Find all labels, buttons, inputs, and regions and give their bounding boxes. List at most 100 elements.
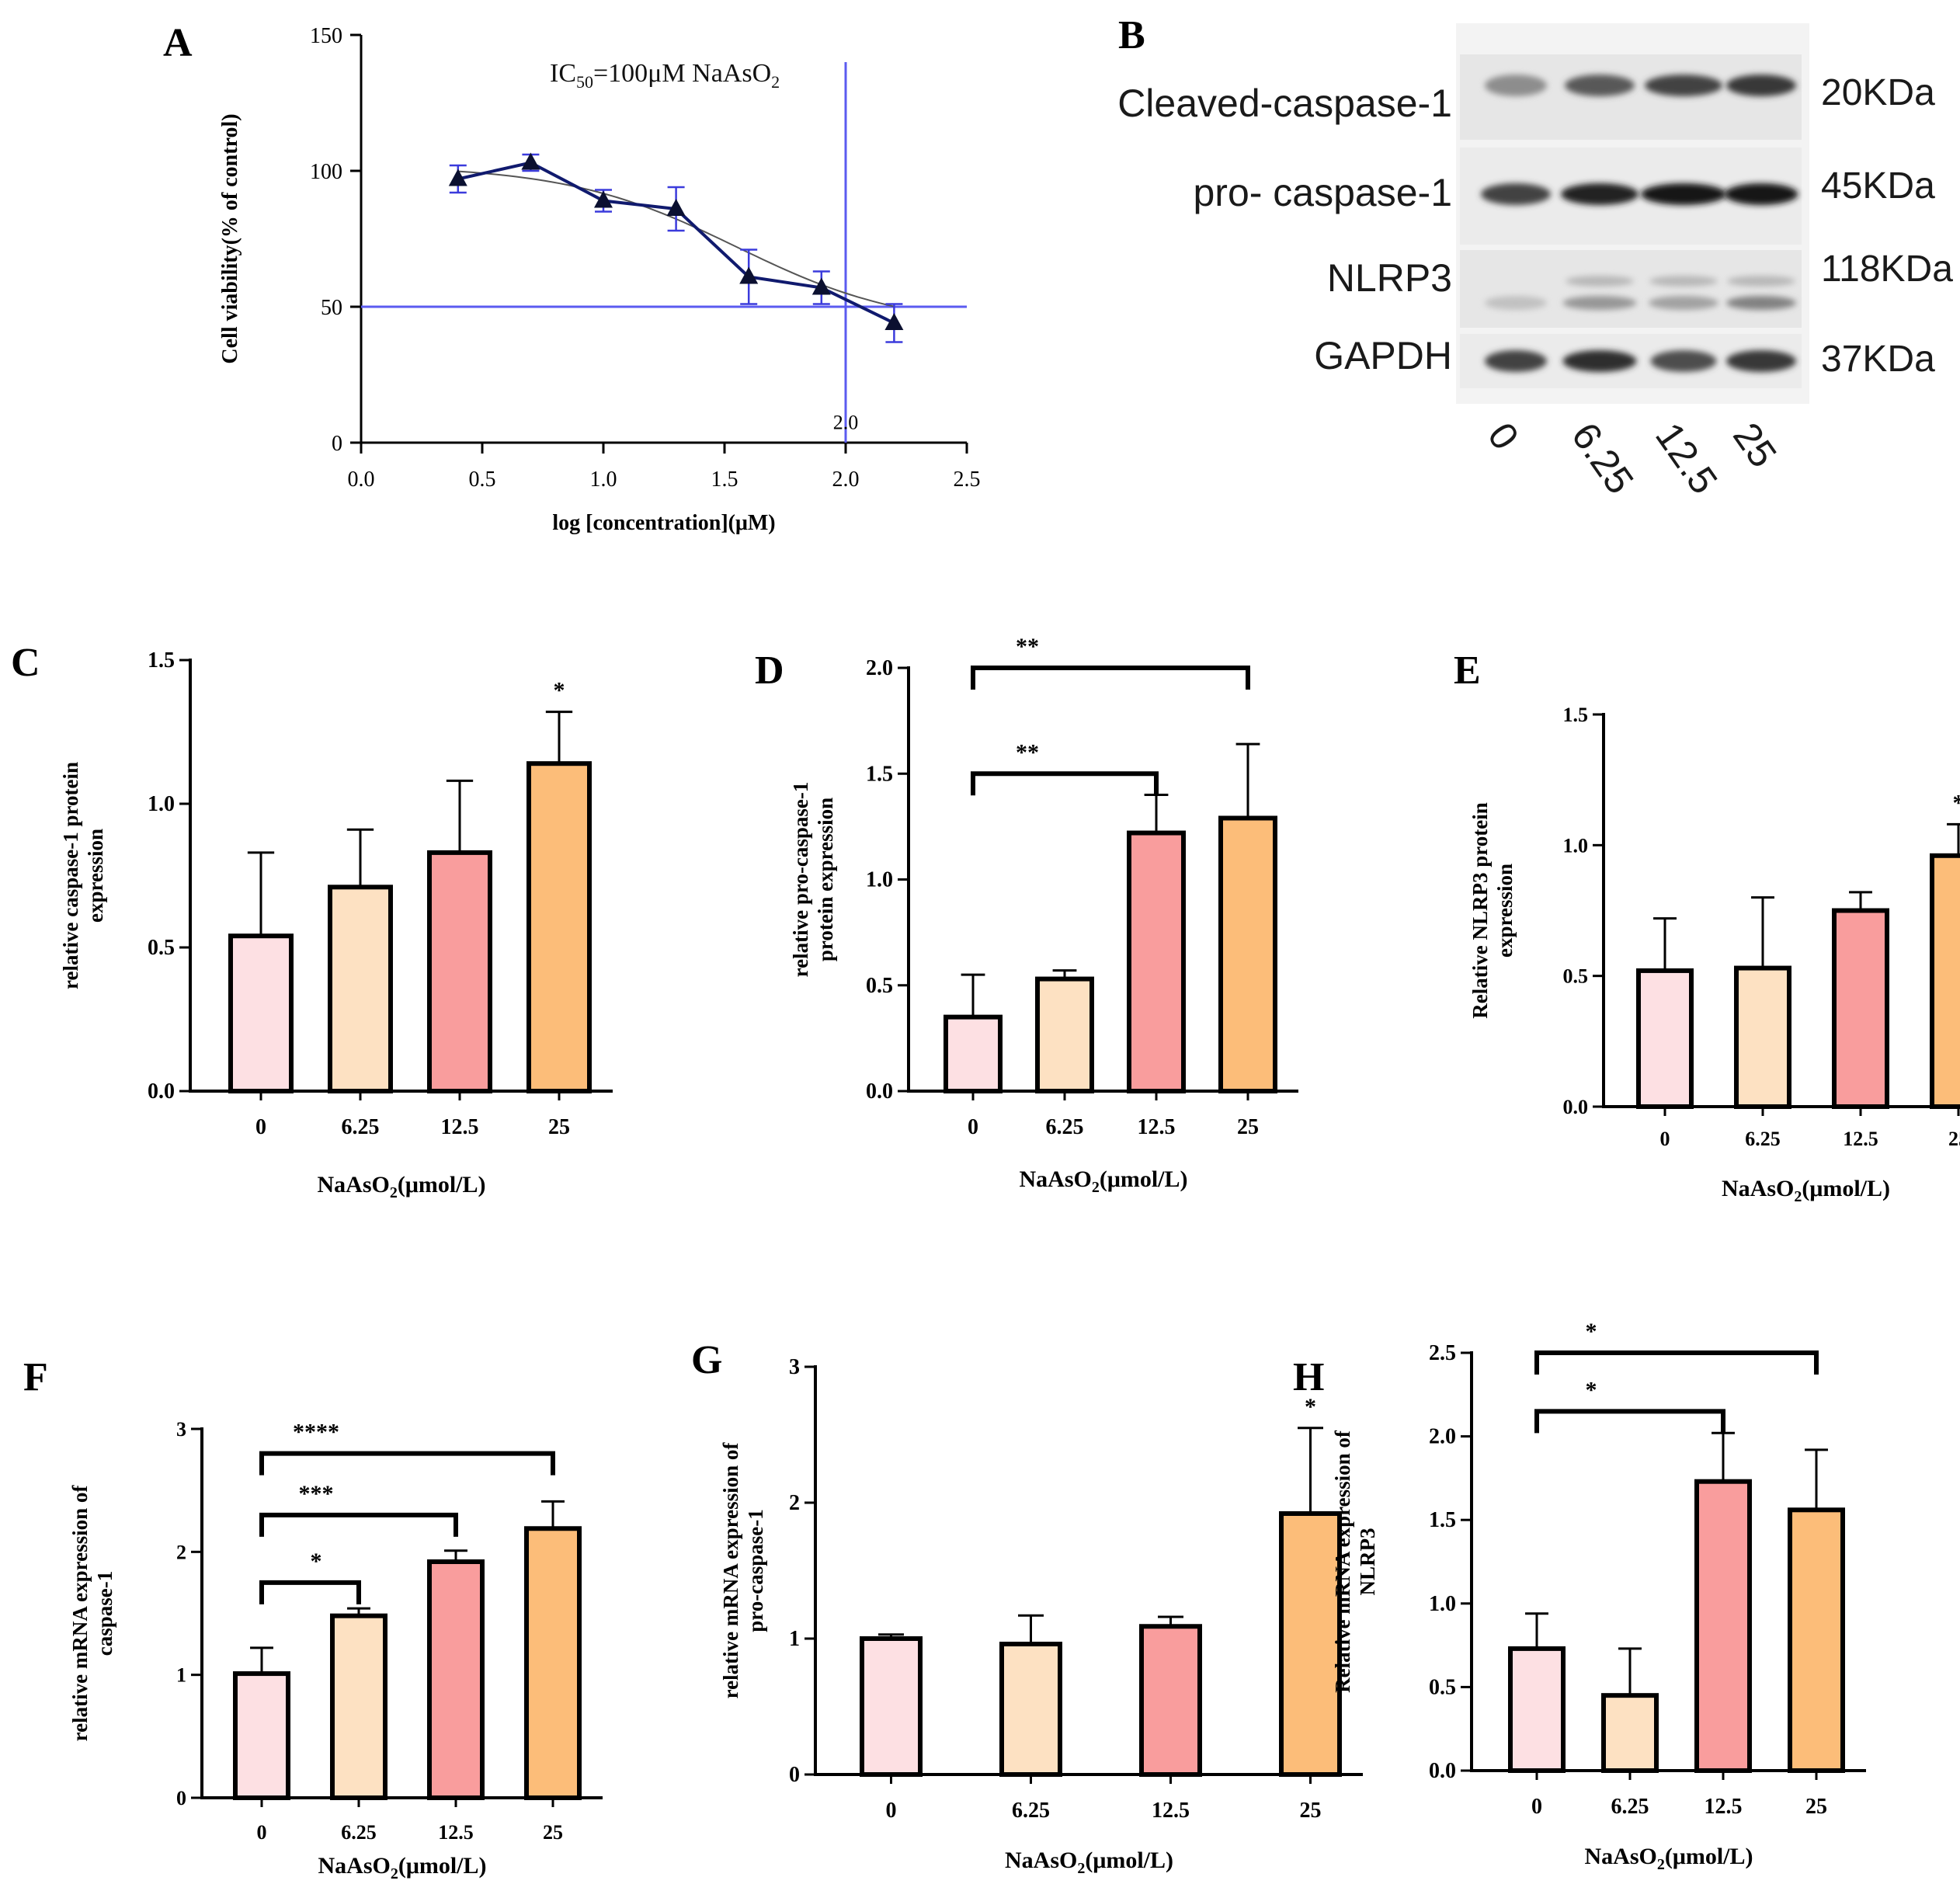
blot-row-label: pro- caspase-1: [1194, 171, 1453, 214]
panel-f-y-tick-label: 1: [176, 1664, 186, 1687]
panel-d-bar-12-5: [1127, 830, 1186, 1094]
panel-a-x-tick-label: 2.0: [832, 468, 860, 492]
panel-f-bracket-label: ***: [299, 1481, 334, 1507]
blot-band-upper: [1566, 276, 1634, 287]
panel-e-x-axis-label: NaAsO2(μmol/L): [1722, 1176, 1890, 1205]
panel-d-x-tick-label: 0: [968, 1115, 978, 1139]
panel-a-x-tick-label: 0.5: [469, 468, 496, 492]
panel-d-y-tick-label: 1.5: [866, 762, 893, 786]
panel-d-y-tick-label: 1.0: [866, 868, 893, 892]
panel-h-bracket-label: *: [1586, 1377, 1597, 1403]
panel-a-vline-label: 2.0: [833, 412, 859, 434]
panel-c-y-tick-label: 1.0: [148, 792, 175, 816]
panel-g-x-tick-label: 12.5: [1152, 1799, 1190, 1823]
panel-a-x-tick-label: 1.5: [711, 468, 738, 492]
panel-g-bar-12-5: [1139, 1624, 1202, 1777]
panel-c-bar-25: [526, 761, 592, 1093]
panel-f-significance-bracket: [259, 1512, 458, 1537]
panel-c-bar-6-25: [328, 885, 393, 1094]
panel-g-y-tick-label: 2: [789, 1491, 800, 1515]
blot-strip: [1460, 54, 1802, 140]
panel-d-bracket-label: **: [1016, 739, 1039, 765]
panel-h-bar-12-5: [1694, 1479, 1752, 1773]
panel-d-y-tick-label: 0.5: [866, 974, 893, 998]
panel-c-x-tick-label: 0: [255, 1115, 266, 1139]
panel-h-x-tick-label: 25: [1805, 1795, 1827, 1819]
panel-h-bar-25: [1788, 1507, 1845, 1773]
panel-c-y-axis-label-line: relative caspase-1 protein: [59, 762, 82, 989]
panel-e-x-tick-label: 12.5: [1843, 1128, 1878, 1150]
panel-h-y-axis-label-line: NLRP3: [1356, 1528, 1379, 1596]
panel-h-y-tick-label: 0.0: [1429, 1759, 1456, 1783]
panel-g-y-tick-label: 3: [789, 1355, 800, 1379]
panel-f-x-tick-label: 0: [257, 1821, 267, 1844]
panel-f-bar-0: [233, 1671, 290, 1800]
blot-size-label: 20KDa: [1821, 72, 1935, 113]
panel-a-marks: 2.0: [361, 62, 967, 443]
panel-c-x-tick-label: 25: [548, 1115, 570, 1139]
blot-band: [1650, 350, 1717, 372]
panel-f-y-tick-label: 3: [176, 1418, 186, 1441]
blot-band: [1485, 296, 1547, 310]
panel-f-x-axis-label: NaAsO2(μmol/L): [318, 1853, 486, 1882]
panel-a-x-axis-label: log [concentration](μM): [552, 511, 775, 535]
panel-label-e: E: [1454, 648, 1481, 693]
panel-c-x-tick-label: 6.25: [342, 1115, 380, 1139]
panel-c-y-tick-label: 1.5: [148, 648, 175, 673]
blot-lane-label: 0: [1479, 415, 1527, 457]
panel-h-bracket-label: *: [1586, 1319, 1597, 1344]
blot-band: [1485, 75, 1547, 96]
panel-e-bar-6-25: [1734, 965, 1791, 1109]
panel-c-bar-12-5: [427, 850, 492, 1094]
blot-band: [1562, 296, 1637, 310]
panel-f-x-tick-label: 6.25: [341, 1821, 377, 1844]
panel-c-x-axis-label: NaAsO2(μmol/L): [317, 1172, 485, 1201]
panel-label-h: H: [1293, 1355, 1324, 1399]
panel-e-bar-12-5: [1832, 908, 1889, 1109]
panel-g-bar-6-25: [999, 1642, 1062, 1777]
panel-e-y-tick-label: 0.5: [1563, 965, 1589, 988]
blot-band: [1481, 183, 1551, 205]
panel-h-x-tick-label: 0: [1531, 1795, 1542, 1819]
blot-band: [1645, 75, 1722, 96]
panel-f-bracket-label: ****: [293, 1420, 339, 1445]
panel-e-bar-25: [1930, 853, 1960, 1110]
panel-g-x-tick-label: 25: [1300, 1799, 1322, 1823]
panel-label-g: G: [691, 1338, 722, 1382]
panel-f-significance-bracket: [259, 1580, 361, 1604]
panel-c-bar-0: [228, 933, 294, 1093]
panel-a-y-tick-label: 50: [321, 296, 342, 320]
blot-strip: [1460, 250, 1802, 328]
panel-e-x-tick-label: 6.25: [1745, 1128, 1781, 1150]
panel-e-x-tick-label: 25: [1948, 1128, 1960, 1150]
blot-size-label: 37KDa: [1821, 339, 1935, 380]
panel-h-bar-6-25: [1601, 1693, 1659, 1773]
panel-e-x-tick-label: 0: [1660, 1128, 1670, 1150]
panel-label-a: A: [163, 21, 193, 65]
panel-f-x-tick-label: 12.5: [438, 1821, 474, 1844]
panel-h-y-axis-label-line: Relative mRNA expression of: [1331, 1430, 1354, 1693]
panel-a-ic50-curve: A 0 50 100 150 0.0 0.5 1.0 1.5 2.0 2.5 log [concen…: [163, 21, 981, 535]
blot-band: [1726, 350, 1796, 372]
panel-f-y-axis-label-line: caspase-1: [93, 1571, 116, 1656]
panel-g-bar-0: [860, 1636, 923, 1777]
panel-f-significance-bracket: [259, 1451, 555, 1476]
panel-c-y-tick-label: 0.0: [148, 1079, 175, 1104]
panel-a-y-axis-label: Cell viability(% of control): [218, 113, 242, 363]
panel-c-y-tick-label: 0.5: [148, 936, 175, 960]
panel-f-x-tick-label: 25: [543, 1821, 563, 1844]
panel-d-y-axis-label-line: relative pro-caspase-1: [789, 782, 812, 978]
panel-d-y-tick-label: 0.0: [866, 1079, 893, 1104]
panel-a-x-tick-label: 1.0: [590, 468, 617, 492]
blot-lane-label: 12.5: [1647, 415, 1726, 502]
panel-label-c: C: [11, 641, 40, 685]
panel-e-significance-mark: *: [1953, 790, 1960, 815]
panel-h-y-tick-label: 2.0: [1429, 1425, 1456, 1449]
blot-band: [1485, 350, 1547, 372]
blot-band: [1649, 296, 1718, 310]
panel-d-x-tick-label: 25: [1237, 1115, 1259, 1139]
panel-g-significance-mark: *: [1305, 1394, 1316, 1420]
panel-f-bar-6-25: [330, 1613, 387, 1801]
blot-size-label: 45KDa: [1821, 165, 1935, 207]
